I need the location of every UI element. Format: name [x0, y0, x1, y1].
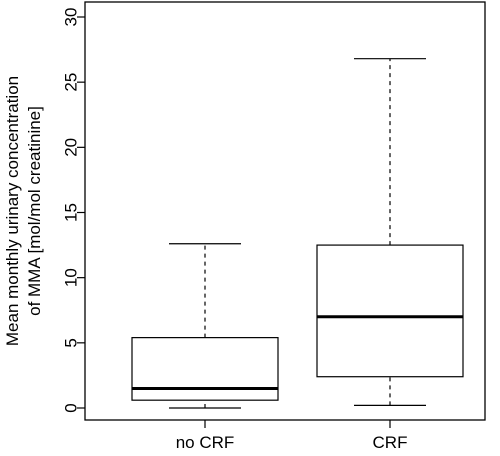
- y-tick-label: 15: [62, 203, 81, 222]
- y-axis-label-line-1: Mean monthly urinary concentration: [3, 76, 22, 346]
- y-tick-label: 0: [62, 403, 81, 412]
- boxes: [131, 58, 464, 409]
- box-no-crf: [131, 243, 279, 409]
- y-tick-label: 5: [62, 338, 81, 347]
- y-tick-label: 20: [62, 138, 81, 157]
- iqr-box: [316, 244, 464, 378]
- y-tick-label: 10: [62, 268, 81, 287]
- y-tick-label: 30: [62, 8, 81, 27]
- y-axis: 0 5 10 15 20 25 30: [62, 8, 85, 413]
- x-tick-label: CRF: [373, 433, 408, 452]
- box-crf: [316, 58, 464, 406]
- iqr-box: [131, 337, 279, 401]
- y-axis-label-line-2: of MMA [mol/mol creatinine]: [25, 106, 44, 316]
- x-tick-label: no CRF: [176, 433, 235, 452]
- x-axis: no CRF CRF: [176, 420, 408, 452]
- plot-frame: [84, 1, 486, 421]
- y-tick-label: 25: [62, 73, 81, 92]
